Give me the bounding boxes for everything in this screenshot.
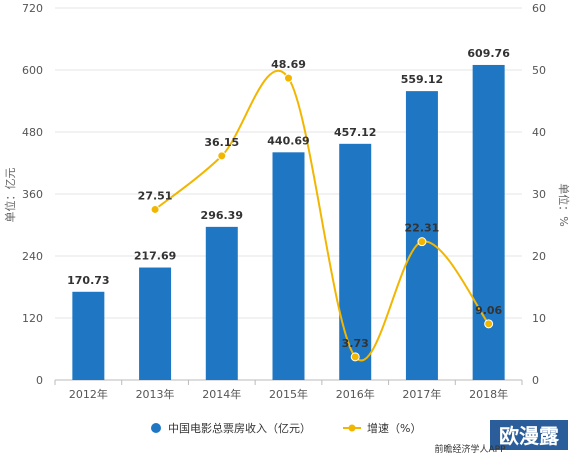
x-tick-label: 2013年: [136, 387, 175, 401]
legend-line-dot: [348, 424, 356, 432]
bar-value-label: 609.76: [467, 47, 510, 60]
y-left-tick-label: 480: [22, 126, 43, 139]
bar: [472, 64, 505, 380]
bar: [339, 143, 372, 380]
growth-point: [350, 352, 360, 362]
y-axis-right-title: 单位：%: [557, 183, 571, 226]
growth-point: [417, 237, 427, 247]
y-right-tick-label: 60: [532, 2, 546, 15]
growth-value-label: 36.15: [204, 136, 239, 149]
bar-value-label: 440.69: [267, 134, 309, 147]
bar-value-label: 559.12: [401, 73, 443, 86]
growth-value-label: 22.31: [405, 222, 440, 235]
x-tick-label: 2015年: [269, 387, 308, 401]
y-right-tick-label: 10: [532, 312, 546, 325]
growth-point: [217, 151, 227, 161]
y-right-tick-label: 40: [532, 126, 546, 139]
axes: 0 120 240 360 480 600 720 0 10 20 30 40 50 60 2012年 201…: [22, 2, 546, 401]
growth-value-label: 48.69: [271, 58, 306, 71]
x-tick-label: 2017年: [402, 387, 441, 401]
bar: [205, 226, 238, 380]
bar-value-label: 457.12: [334, 126, 376, 139]
bar-value-label: 170.73: [67, 274, 109, 287]
growth-line: [150, 69, 494, 362]
x-tick-label: 2018年: [469, 387, 508, 401]
x-tick-label: 2014年: [202, 387, 241, 401]
growth-point: [284, 73, 293, 83]
watermark: 欧漫露 前瞻经济学人APP: [434, 420, 568, 455]
growth-value-label: 3.73: [342, 337, 369, 350]
y-left-tick-label: 720: [22, 2, 43, 15]
x-tick-label: 2016年: [336, 387, 375, 401]
legend-bar-label: 中国电影总票房收入（亿元）: [168, 421, 311, 435]
watermark-subtext: 前瞻经济学人APP: [434, 443, 506, 455]
watermark-text: 欧漫露: [499, 424, 560, 448]
bar: [139, 267, 172, 380]
growth-point: [484, 319, 494, 329]
bar: [405, 91, 438, 380]
bar-value-label: 217.69: [134, 250, 176, 263]
x-tick-label: 2012年: [69, 387, 108, 401]
bar-value-label: 296.39: [201, 209, 243, 222]
legend: 中国电影总票房收入（亿元） 增速（%）: [151, 421, 421, 435]
y-left-tick-label: 240: [22, 250, 43, 263]
watermark-badge: [490, 420, 568, 450]
y-right-tick-label: 50: [532, 64, 546, 77]
y-left-tick-label: 120: [22, 312, 43, 325]
bar: [272, 152, 305, 380]
legend-bar-marker: [151, 423, 161, 433]
y-right-tick-label: 30: [532, 188, 546, 201]
y-axis-left-title: 单位：亿元: [3, 168, 17, 223]
y-left-tick-label: 0: [36, 374, 43, 387]
y-left-tick-label: 600: [22, 64, 43, 77]
y-right-tick-label: 0: [532, 374, 539, 387]
bars: [72, 64, 505, 380]
growth-point: [150, 204, 160, 214]
growth-value-label: 27.51: [138, 189, 173, 202]
legend-line-label: 增速（%）: [367, 421, 421, 435]
bar: [72, 291, 105, 380]
growth-value-label: 9.06: [475, 304, 502, 317]
data-labels: 170.73 217.69 296.39 440.69 457.12 559.12 609.…: [67, 47, 510, 350]
y-left-tick-label: 360: [22, 188, 43, 201]
y-right-tick-label: 20: [532, 250, 546, 263]
